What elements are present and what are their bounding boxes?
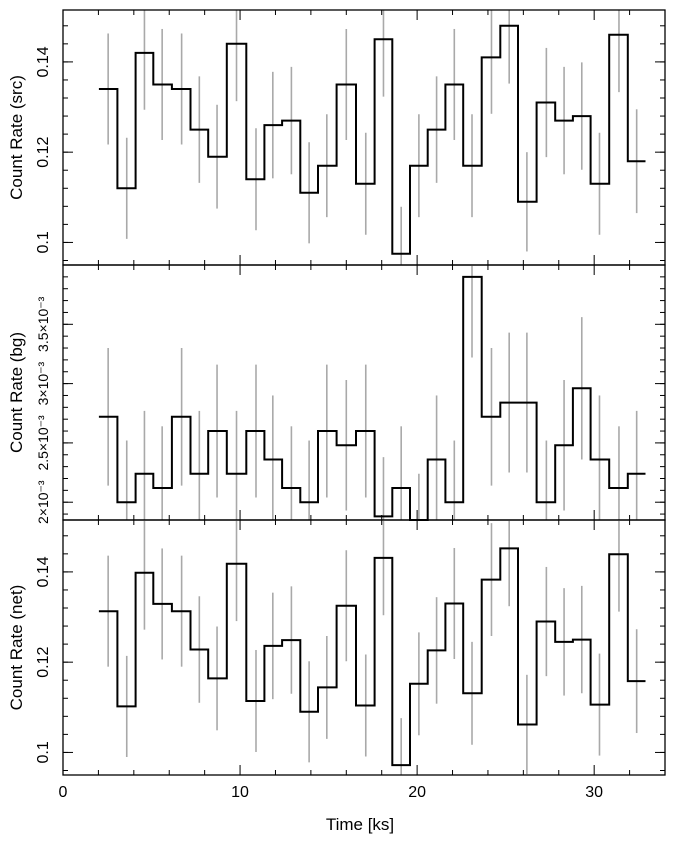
step-series-0 <box>98 24 646 255</box>
step-series-2 <box>98 547 646 767</box>
y-axis-label: Count Rate (src) <box>7 75 26 200</box>
y-tick-label: 0.12 <box>35 647 52 678</box>
y-tick-label: 0.1 <box>35 231 52 253</box>
y-tick-label: 3.5×10⁻³ <box>35 296 51 352</box>
x-tick-label: 30 <box>585 784 603 801</box>
x-tick-label: 20 <box>408 784 426 801</box>
y-tick-label: 0.1 <box>35 741 52 763</box>
panel-frame-0 <box>62 9 666 266</box>
step-series-1 <box>98 275 646 521</box>
x-axis-label: Time [ks] <box>325 815 395 834</box>
x-tick-label: 10 <box>231 784 249 801</box>
y-tick-label: 0.14 <box>35 556 52 587</box>
x-tick-label: 0 <box>59 784 68 801</box>
y-tick-label: 3×10⁻³ <box>35 361 51 405</box>
y-tick-label: 0.12 <box>35 137 52 168</box>
y-tick-label: 2.5×10⁻³ <box>35 415 51 471</box>
y-tick-label: 0.14 <box>35 46 52 77</box>
y-axis-label: Count Rate (bg) <box>7 332 26 453</box>
y-axis-label: Count Rate (net) <box>7 585 26 711</box>
panel-frame-2 <box>62 519 666 776</box>
y-tick-label: 2×10⁻³ <box>35 480 51 524</box>
